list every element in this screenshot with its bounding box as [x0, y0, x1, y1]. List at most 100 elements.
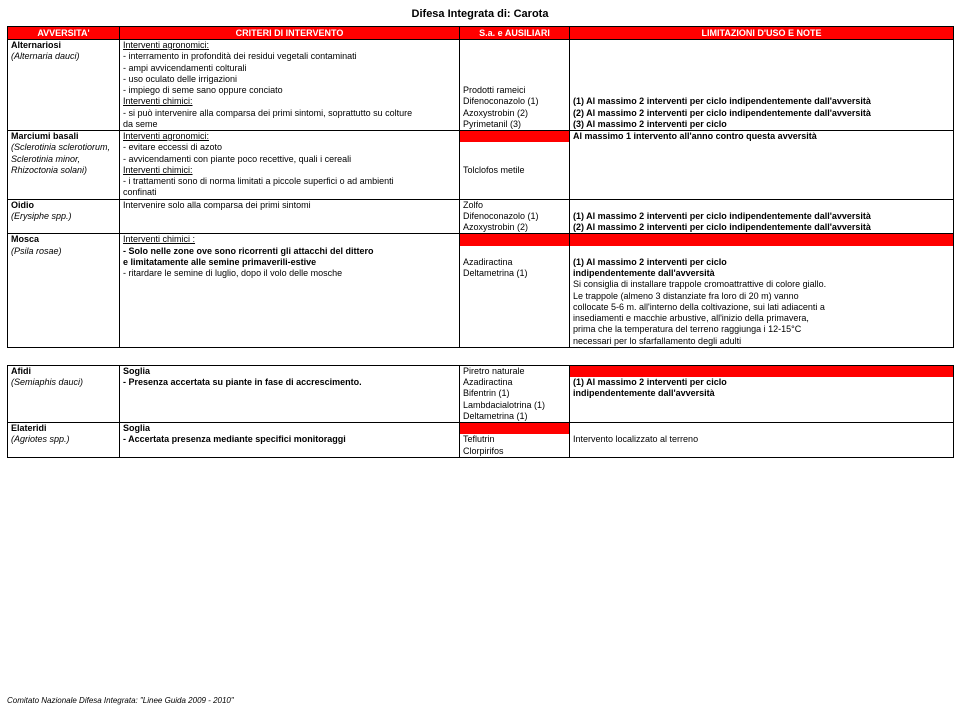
criteria-cell: - si può intervenire alla comparsa dei p…	[120, 108, 460, 119]
adversity-latin: (Psila rosae)	[8, 246, 120, 257]
table-row: (Erysiphe spp.) Difenoconazolo (1) (1) A…	[8, 211, 954, 222]
table-row: Interventi chimici: Difenoconazolo (1) (…	[8, 96, 954, 107]
criteria-cell: Soglia	[120, 365, 460, 377]
aux-cell: Tolclofos metile	[460, 165, 570, 176]
criteria-cell: da seme	[120, 119, 460, 131]
table-row: - ampi avvicendamenti colturali	[8, 63, 954, 74]
criteria-cell: Interventi chimici:	[120, 96, 460, 107]
aux-cell: Piretro naturale	[460, 365, 570, 377]
lim-cell: indipendentemente dall'avversità	[570, 268, 954, 279]
table-row: - impiego di seme sano oppure conciato P…	[8, 85, 954, 96]
table-row: (Sclerotinia sclerotiorum, - evitare ecc…	[8, 142, 954, 153]
adversity-name: Elateridi	[8, 423, 120, 435]
adversity-name: Mosca	[8, 234, 120, 246]
table-row: Sclerotinia minor, - avvicendamenti con …	[8, 154, 954, 165]
aux-cell	[460, 234, 570, 246]
lim-cell: Si consiglia di installare trappole crom…	[570, 279, 954, 290]
table-row: Alternariosi Interventi agronomici:	[8, 40, 954, 52]
criteria-cell: - i trattamenti sono di norma limitati a…	[120, 176, 460, 187]
criteria-cell: - Solo nelle zone ove sono ricorrenti gl…	[120, 246, 460, 257]
lim-cell: Al massimo 1 intervento all'anno contro …	[570, 131, 954, 143]
criteria-cell: e limitatamente alle semine primaverili-…	[120, 257, 460, 268]
table-row: Elateridi Soglia	[8, 423, 954, 435]
table-row: da seme Pyrimetanil (3) (3) Al massimo 2…	[8, 119, 954, 131]
criteria-cell: - impiego di seme sano oppure conciato	[120, 85, 460, 96]
criteria-cell: Interventi agronomici:	[120, 131, 460, 143]
lim-cell: (1) Al massimo 2 interventi per ciclo in…	[570, 211, 954, 222]
criteria-cell: - Accertata presenza mediante specifici …	[120, 434, 460, 445]
criteria-cell: - uso oculato delle irrigazioni	[120, 74, 460, 85]
aux-cell: Difenoconazolo (1)	[460, 96, 570, 107]
table-row: Mosca Interventi chimici :	[8, 234, 954, 246]
lim-cell: (1) Al massimo 2 interventi per ciclo	[570, 377, 954, 388]
aux-cell	[460, 131, 570, 143]
header-auxiliary: S.a. e AUSILIARI	[460, 27, 570, 40]
header-criteria: CRITERI DI INTERVENTO	[120, 27, 460, 40]
aux-cell: Prodotti rameici	[460, 85, 570, 96]
spacer-row	[8, 347, 954, 365]
adversity-latin: Sclerotinia minor,	[8, 154, 120, 165]
table-row: e limitatamente alle semine primaverili-…	[8, 257, 954, 268]
lim-cell: (1) Al massimo 2 interventi per ciclo	[570, 257, 954, 268]
table-row: Azoxystrobin (2) (2) Al massimo 2 interv…	[8, 222, 954, 234]
table-row: Rhizoctonia solani) Interventi chimici: …	[8, 165, 954, 176]
criteria-cell: - avvicendamenti con piante poco recetti…	[120, 154, 460, 165]
table-row: Clorpirifos	[8, 446, 954, 458]
table-row: - uso oculato delle irrigazioni	[8, 74, 954, 85]
page-title: Difesa Integrata di: Carota	[0, 0, 960, 26]
aux-cell: Teflutrin	[460, 434, 570, 445]
lim-cell: collocate 5-6 m. all'interno della colti…	[570, 302, 954, 313]
lim-cell: indipendentemente dall'avversità	[570, 388, 954, 399]
lim-cell: prima che la temperatura del terreno rag…	[570, 324, 954, 335]
aux-cell	[460, 40, 570, 52]
table-row: Afidi Soglia Piretro naturale	[8, 365, 954, 377]
aux-cell: Zolfo	[460, 199, 570, 211]
aux-cell: Lambdacialotrina (1)	[460, 400, 570, 411]
table-row: Deltametrina (1)	[8, 411, 954, 423]
adversity-latin: (Sclerotinia sclerotiorum,	[8, 142, 120, 153]
table-row: prima che la temperatura del terreno rag…	[8, 324, 954, 335]
aux-cell: Pyrimetanil (3)	[460, 119, 570, 131]
lim-cell: (1) Al massimo 2 interventi per ciclo in…	[570, 96, 954, 107]
adversity-name: Oidio	[8, 199, 120, 211]
table-row: confinati	[8, 187, 954, 199]
aux-cell: Azoxystrobin (2)	[460, 108, 570, 119]
table-row: - ritardare le semine di luglio, dopo il…	[8, 268, 954, 279]
aux-cell: Azadiractina	[460, 257, 570, 268]
aux-cell: Clorpirifos	[460, 446, 570, 458]
criteria-cell: Interventi chimici :	[120, 234, 460, 246]
footer-text: Comitato Nazionale Difesa Integrata: "Li…	[7, 696, 234, 705]
table-row: (Alternaria dauci) - interramento in pro…	[8, 51, 954, 62]
aux-cell: Bifentrin (1)	[460, 388, 570, 399]
table-row: Le trappole (almeno 3 distanziate fra lo…	[8, 291, 954, 302]
adversity-name: Alternariosi	[8, 40, 120, 52]
lim-cell: necessari per lo sfarfallamento degli ad…	[570, 336, 954, 348]
header-row: AVVERSITA' CRITERI DI INTERVENTO S.a. e …	[8, 27, 954, 40]
lim-cell	[570, 234, 954, 246]
header-limitations: LIMITAZIONI D'USO E NOTE	[570, 27, 954, 40]
table-row: (Semiaphis dauci) - Presenza accertata s…	[8, 377, 954, 388]
table-row: (Agriotes spp.) - Accertata presenza med…	[8, 434, 954, 445]
main-table: AVVERSITA' CRITERI DI INTERVENTO S.a. e …	[7, 26, 954, 458]
table-row: collocate 5-6 m. all'interno della colti…	[8, 302, 954, 313]
criteria-cell: Intervenire solo alla comparsa dei primi…	[120, 199, 460, 211]
aux-cell: Azoxystrobin (2)	[460, 222, 570, 234]
table-row: Lambdacialotrina (1)	[8, 400, 954, 411]
table-row: Bifentrin (1) indipendentemente dall'avv…	[8, 388, 954, 399]
criteria-cell: Interventi chimici:	[120, 165, 460, 176]
table-row: (Psila rosae) - Solo nelle zone ove sono…	[8, 246, 954, 257]
criteria-cell: - evitare eccessi di azoto	[120, 142, 460, 153]
table-row: Oidio Intervenire solo alla comparsa dei…	[8, 199, 954, 211]
adversity-latin: (Alternaria dauci)	[8, 51, 120, 62]
lim-cell: Intervento localizzato al terreno	[570, 434, 954, 445]
lim-cell: (3) Al massimo 2 interventi per ciclo	[570, 119, 954, 131]
aux-cell: Deltametrina (1)	[460, 411, 570, 423]
lim-cell	[570, 40, 954, 52]
adversity-name: Afidi	[8, 365, 120, 377]
table-row: Si consiglia di installare trappole crom…	[8, 279, 954, 290]
aux-cell: Difenoconazolo (1)	[460, 211, 570, 222]
lim-cell: insediamenti e macchie arbustive, all'in…	[570, 313, 954, 324]
aux-cell: Azadiractina	[460, 377, 570, 388]
lim-cell: Le trappole (almeno 3 distanziate fra lo…	[570, 291, 954, 302]
header-adversity: AVVERSITA'	[8, 27, 120, 40]
